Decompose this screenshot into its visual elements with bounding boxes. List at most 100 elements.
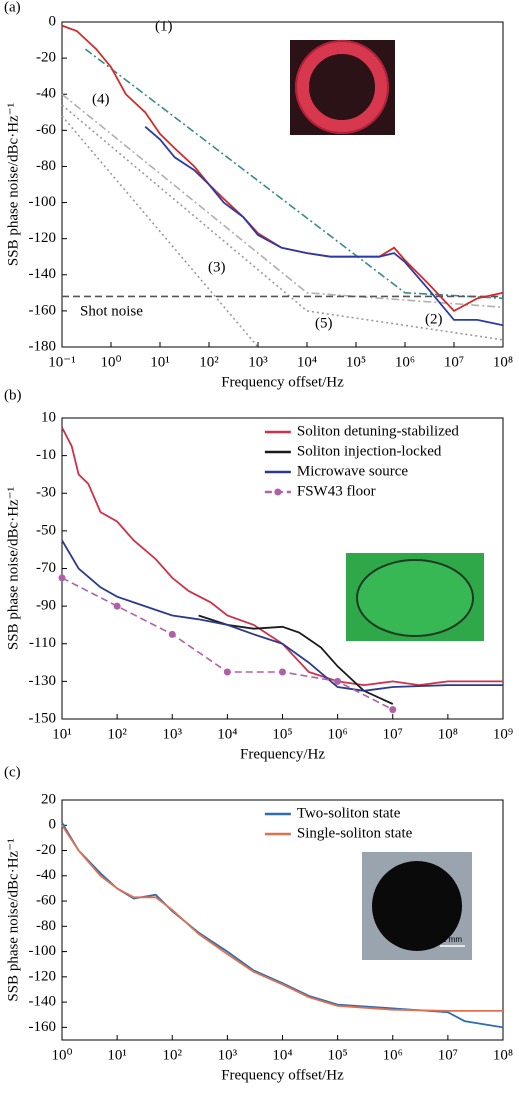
y-tick-label: -20 xyxy=(36,50,56,66)
x-tick-label: 10³ xyxy=(248,354,268,370)
y-tick-label: -20 xyxy=(36,842,56,858)
x-tick-label: 10⁶ xyxy=(395,354,415,370)
inset-photo-a xyxy=(290,40,395,135)
y-axis-label: SSB phase noise/dBc·Hz⁻¹ xyxy=(5,103,21,266)
x-tick-label: 10⁻¹ xyxy=(48,354,75,370)
x-tick-label: 10⁸ xyxy=(438,726,458,742)
x-axis-label: Frequency offset/Hz xyxy=(221,374,344,390)
x-tick-label: 10⁷ xyxy=(383,726,403,742)
series-line xyxy=(61,824,503,1012)
series-marker xyxy=(113,602,121,610)
y-tick-label: -70 xyxy=(36,560,56,576)
x-tick-label: 10⁴ xyxy=(297,354,317,370)
series-line xyxy=(61,93,504,309)
x-tick-label: 10⁵ xyxy=(272,726,292,742)
y-axis-label: SSB phase noise/dBc·Hz⁻¹ xyxy=(5,838,21,1001)
y-tick-label: -60 xyxy=(36,892,56,908)
series-line xyxy=(61,426,503,687)
y-tick-label: -80 xyxy=(36,918,56,934)
series-line xyxy=(61,577,394,711)
series-marker xyxy=(389,706,397,714)
y-tick-label: 0 xyxy=(49,817,57,833)
series-line xyxy=(61,115,259,348)
y-tick-label: -100 xyxy=(29,943,57,959)
x-tick-label: 10⁴ xyxy=(272,1047,292,1063)
x-tick-label: 10³ xyxy=(163,726,183,742)
x-tick-label: 10⁶ xyxy=(383,1047,403,1063)
annotation: (4) xyxy=(92,91,110,107)
x-tick-label: 10⁸ xyxy=(493,1047,513,1063)
y-tick-label: -130 xyxy=(29,673,57,689)
y-tick-label: 10 xyxy=(41,409,56,425)
y-tick-label: -180 xyxy=(29,338,57,354)
annotation: (5) xyxy=(315,315,333,331)
y-tick-label: -140 xyxy=(29,266,57,282)
x-tick-label: 10³ xyxy=(218,1047,238,1063)
inset-photo-b xyxy=(346,553,484,641)
series-marker xyxy=(334,677,342,685)
x-tick-label: 10⁰ xyxy=(100,354,121,370)
legend-label: Single-soliton state xyxy=(297,825,413,841)
series-line xyxy=(61,24,504,313)
legend-label: Microwave source xyxy=(297,463,409,479)
series-line xyxy=(61,104,504,341)
x-tick-label: 10² xyxy=(199,354,219,370)
y-tick-label: -120 xyxy=(29,968,57,984)
x-tick-label: 10² xyxy=(107,726,127,742)
y-tick-label: -80 xyxy=(36,158,56,174)
y-tick-label: -120 xyxy=(29,230,57,246)
series-marker xyxy=(223,668,231,676)
y-tick-label: -140 xyxy=(29,994,57,1010)
x-tick-label: 10⁵ xyxy=(346,354,366,370)
x-tick-label: 10¹ xyxy=(52,726,72,742)
annotation: (3) xyxy=(208,259,226,275)
panel-label: (b) xyxy=(4,387,22,403)
series-marker xyxy=(279,668,286,676)
y-tick-label: 20 xyxy=(41,791,56,807)
x-tick-label: 10¹ xyxy=(107,1047,127,1063)
x-tick-label: 10¹ xyxy=(150,354,170,370)
y-tick-label: -40 xyxy=(36,86,56,102)
y-tick-label: -100 xyxy=(29,194,57,210)
annotation: (2) xyxy=(425,311,443,327)
legend-label: Soliton detuning-stabilized xyxy=(297,423,460,439)
x-tick-label: 10⁰ xyxy=(51,1047,72,1063)
y-tick-label: -90 xyxy=(36,598,56,614)
series-line xyxy=(144,126,504,327)
y-tick-label: -50 xyxy=(36,522,56,538)
x-axis-label: Frequency offset/Hz xyxy=(221,1067,344,1083)
x-tick-label: 10⁴ xyxy=(217,726,237,742)
y-axis-label: SSB phase noise/dBc·Hz⁻¹ xyxy=(5,487,21,650)
x-axis-label: Frequency/Hz xyxy=(240,746,325,762)
series-line xyxy=(198,614,394,705)
y-tick-label: -60 xyxy=(36,122,56,138)
x-tick-label: 10⁵ xyxy=(328,1047,348,1063)
y-tick-label: -150 xyxy=(29,710,57,726)
series-line xyxy=(61,539,503,692)
y-tick-label: 0 xyxy=(49,13,57,29)
panel-label: (a) xyxy=(4,0,21,15)
legend-label: FSW43 floor xyxy=(297,483,376,499)
y-tick-label: -30 xyxy=(36,485,56,501)
y-tick-label: -10 xyxy=(36,447,56,463)
inset-scale: 2 mm xyxy=(442,935,462,944)
plot-frame xyxy=(61,21,504,348)
inset-photo-c xyxy=(362,852,472,960)
annotation: (1) xyxy=(155,18,173,34)
panel-label: (c) xyxy=(4,764,21,780)
y-tick-label: -160 xyxy=(29,302,57,318)
series-marker xyxy=(58,574,66,582)
annotation: Shot noise xyxy=(80,303,143,319)
x-tick-label: 10⁷ xyxy=(444,354,464,370)
legend-label: Soliton injection-locked xyxy=(297,443,442,459)
x-tick-label: 10⁶ xyxy=(328,726,348,742)
legend-marker xyxy=(274,488,282,496)
x-tick-label: 10² xyxy=(163,1047,183,1063)
x-tick-label: 10⁷ xyxy=(438,1047,458,1063)
x-tick-label: 10⁹ xyxy=(493,726,513,742)
y-tick-label: -110 xyxy=(29,635,56,651)
x-tick-label: 10⁸ xyxy=(493,354,513,370)
legend-label: Two-soliton state xyxy=(297,805,401,821)
series-marker xyxy=(168,630,176,638)
y-tick-label: -40 xyxy=(36,867,56,883)
